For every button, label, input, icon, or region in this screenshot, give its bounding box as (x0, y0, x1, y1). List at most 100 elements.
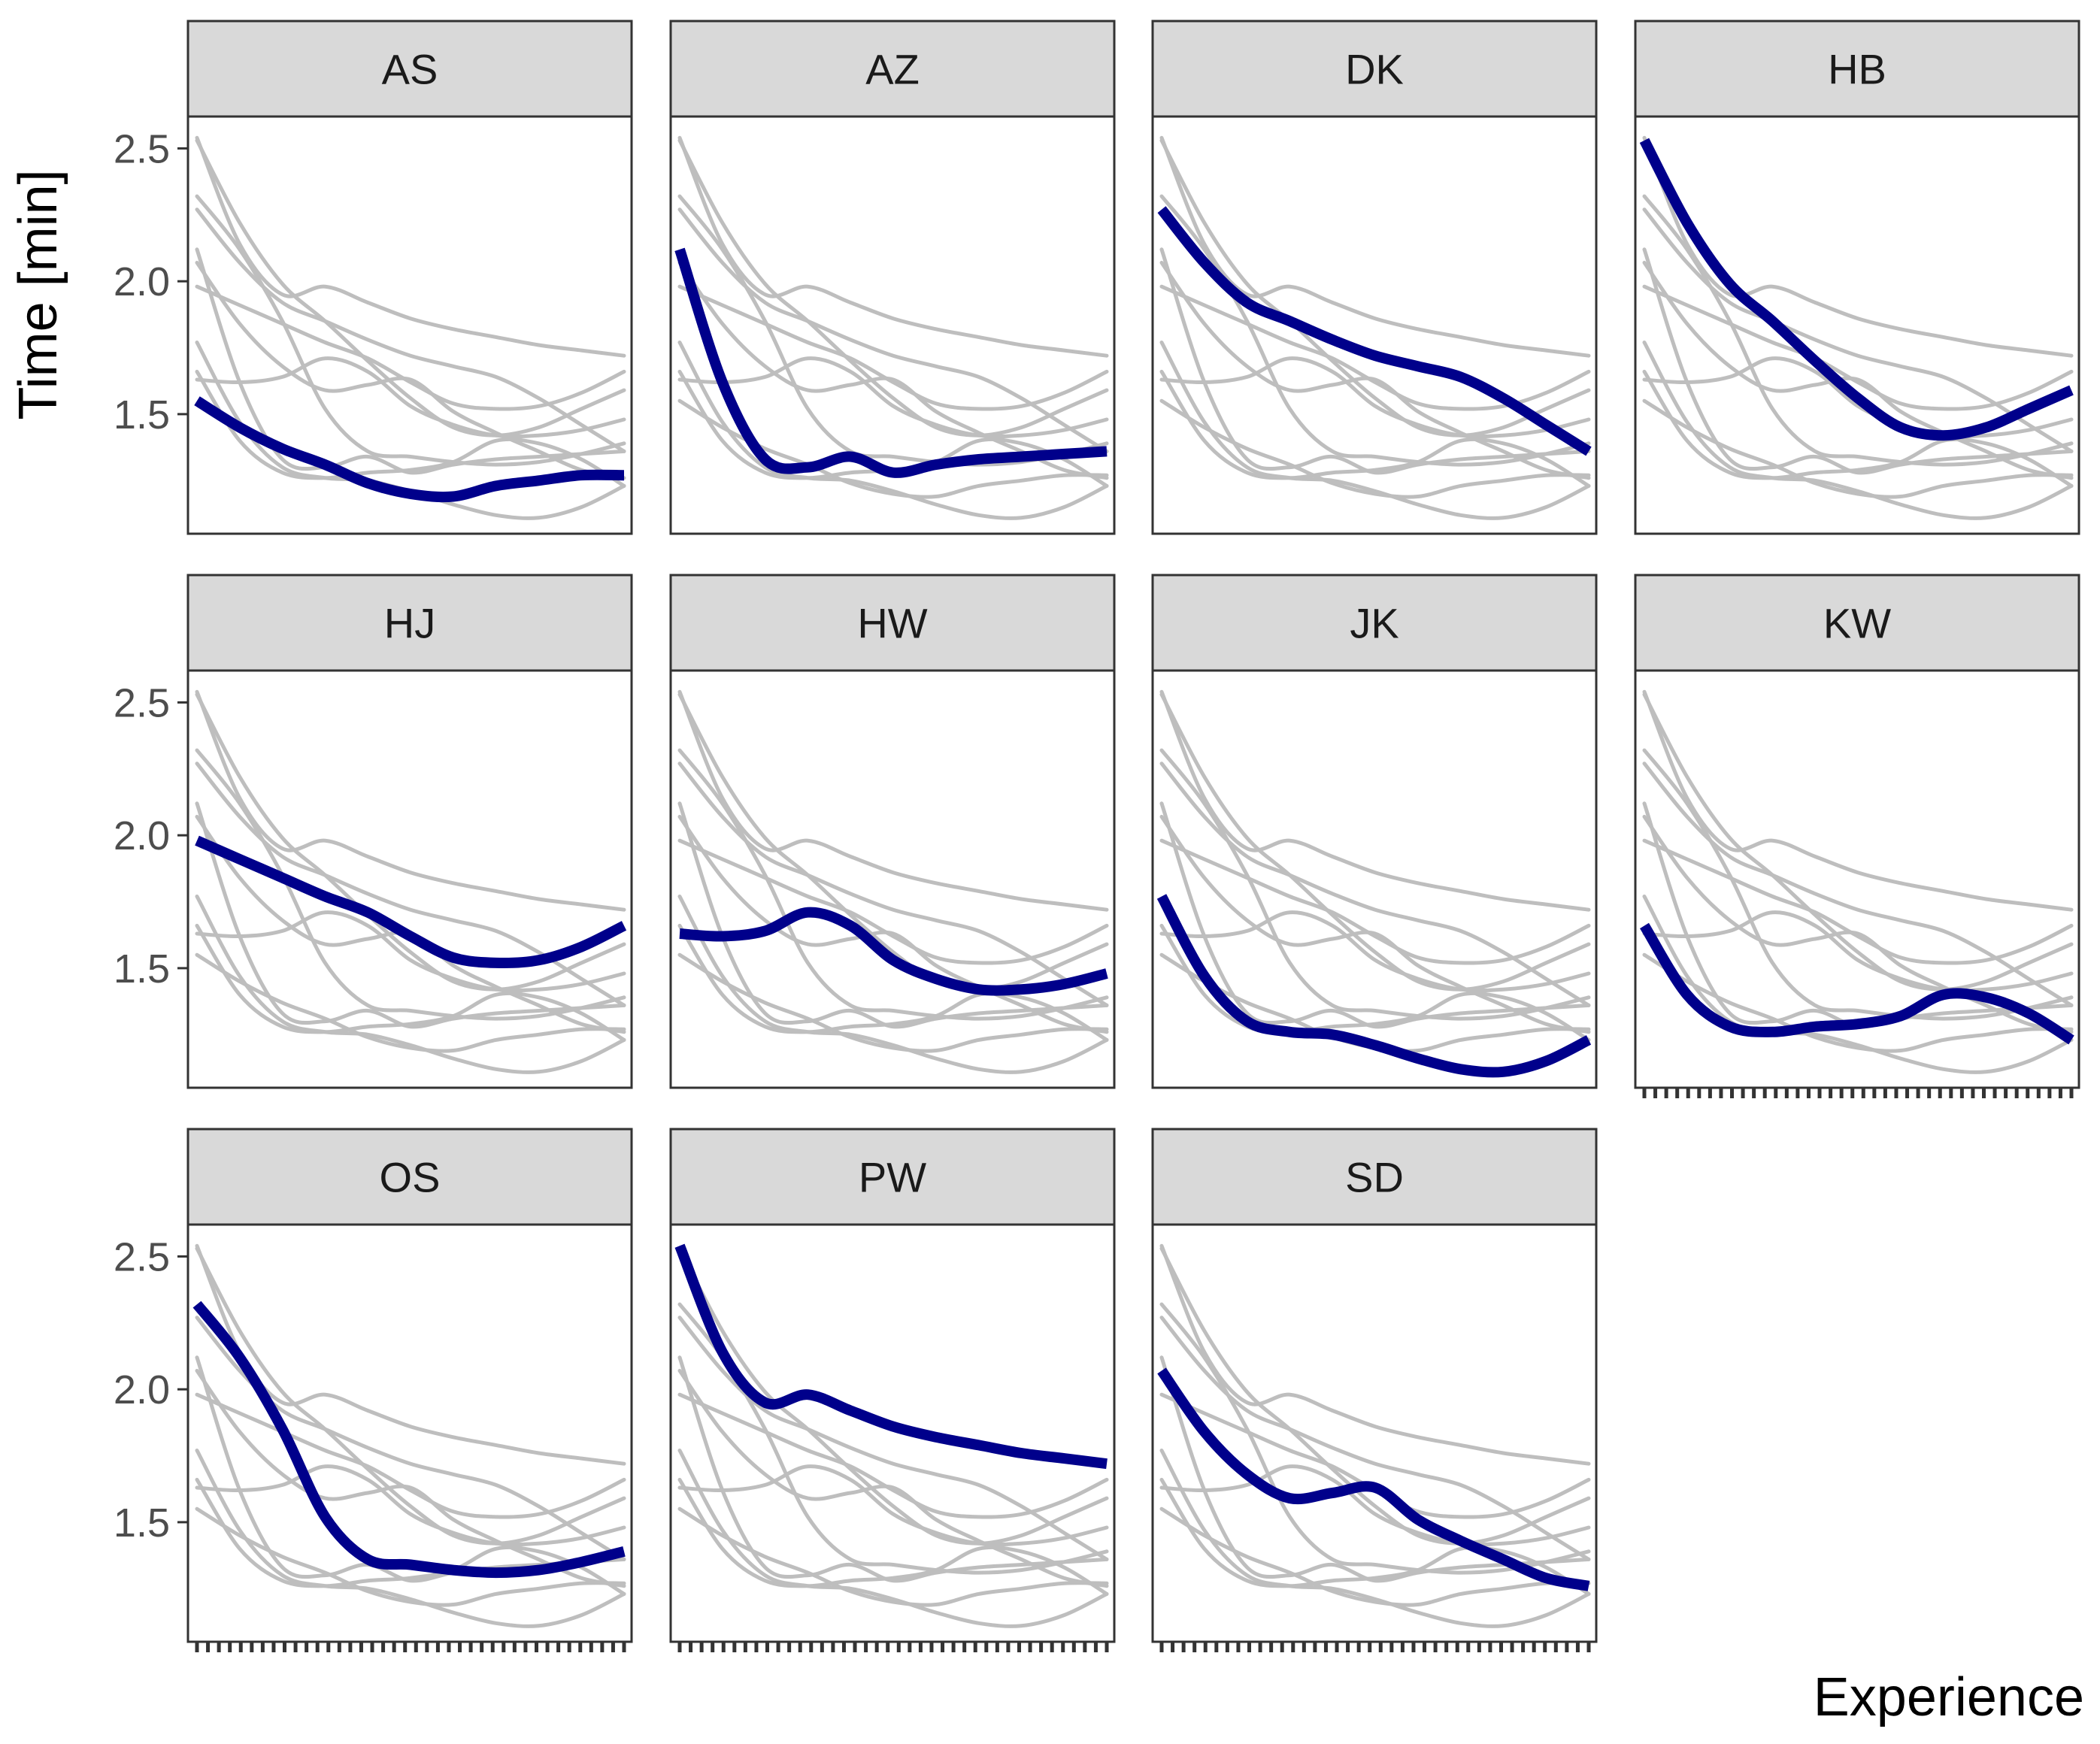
series-line-hw-background (1159, 1464, 1591, 1547)
panel-border (669, 669, 1116, 1089)
series-line-jk-background (1159, 1449, 1591, 1628)
series-line-hj-background (1159, 838, 1591, 965)
series-line-pw-background (1159, 1243, 1591, 1466)
series-line-kw-background (195, 923, 626, 1042)
series-line-kw-background (195, 1477, 626, 1596)
facet-strip-label: PW (859, 1154, 926, 1201)
series-line-az-background (677, 1355, 1109, 1583)
panel-border (1151, 115, 1598, 535)
facet-strip (1151, 1128, 1598, 1226)
series-line-hb-background (677, 1246, 1109, 1546)
series-line-as-background (195, 1506, 626, 1607)
series-line-pw-background (1159, 135, 1591, 358)
series-line-hj-background (1642, 838, 2074, 965)
series-line-as-highlight (194, 396, 625, 503)
plot-area (671, 117, 1114, 534)
facet-strip-label: HB (1828, 46, 1886, 93)
x-axis-title: Experience (1814, 1667, 2084, 1727)
series-line-hb-background (677, 138, 1109, 438)
series-line-as-background (195, 952, 626, 1053)
facet-panel-os: OS 1.5 2.0 2.5 (114, 1128, 633, 1652)
series-line-az-background (1642, 247, 2074, 475)
series-line-sd-background (195, 260, 626, 480)
series-line-az-background (677, 801, 1109, 1029)
y-tick-label: 1.5 (114, 392, 170, 438)
series-line-jk-background (195, 895, 626, 1074)
series-line-hw-highlight (679, 907, 1108, 996)
series-line-sd-background (1159, 260, 1591, 480)
facet-strip-label: KW (1823, 600, 1891, 647)
series-line-hj-background (677, 838, 1109, 965)
panel-border (1151, 669, 1598, 1089)
series-line-hj-highlight (195, 835, 627, 969)
panel-border (186, 115, 633, 535)
series-line-az-background (195, 247, 626, 475)
series-line-jk-background (195, 1449, 626, 1628)
facet-strip-label: SD (1345, 1154, 1404, 1201)
facet-strip-label: OS (380, 1154, 441, 1201)
series-line-hw-background (1642, 356, 2074, 439)
series-line-hw-background (677, 356, 1109, 439)
facet-panel-jk: JK (1151, 574, 1598, 1089)
series-line-os-background (195, 194, 626, 467)
panel-border (1634, 115, 2080, 535)
series-line-az-background (1642, 801, 2074, 1029)
series-line-os-highlight (192, 1300, 626, 1579)
panel-border (669, 1223, 1116, 1643)
facet-panel-pw: PW (669, 1128, 1116, 1652)
series-line-kw-background (677, 1477, 1109, 1596)
panel-border (186, 669, 633, 1089)
series-line-hb-background (1159, 1246, 1591, 1546)
facet-strip (669, 574, 1116, 672)
series-line-hb-background (195, 138, 626, 438)
series-line-hw-background (195, 1464, 626, 1547)
series-line-sd-background (1642, 260, 2074, 480)
series-line-pw-background (677, 135, 1109, 358)
series-line-as-background (677, 1506, 1109, 1607)
series-line-pw-background (1642, 689, 2074, 912)
series-line-kw-highlight (1640, 922, 2074, 1045)
series-line-as-background (1159, 1506, 1591, 1607)
series-line-sd-highlight (1157, 1367, 1590, 1591)
series-line-kw-background (677, 923, 1109, 1042)
facet-strip-label: DK (1345, 46, 1404, 93)
facet-panel-sd: SD (1151, 1128, 1598, 1652)
plot-area (188, 117, 632, 534)
series-line-hw-background (677, 1464, 1109, 1547)
facet-strip-label: AZ (865, 46, 920, 93)
facet-panel-az: AZ (669, 20, 1116, 535)
plot-area (671, 1225, 1114, 1642)
series-line-sd-background (677, 814, 1109, 1034)
series-line-jk-background (677, 895, 1109, 1074)
series-line-pw-background (1642, 135, 2074, 358)
series-line-az-background (1159, 801, 1591, 1029)
series-line-kw-background (1642, 369, 2074, 488)
y-axis-title: Time [min] (8, 169, 68, 419)
facet-panel-as: AS 1.5 2.0 2.5 (114, 20, 633, 535)
series-line-hb-background (1642, 692, 2074, 992)
panel-border (1634, 669, 2080, 1089)
series-line-as-background (677, 952, 1109, 1053)
series-line-pw-background (195, 135, 626, 358)
series-line-os-background (1159, 748, 1591, 1021)
series-line-as-background (1642, 398, 2074, 499)
facet-strip-label: HW (857, 600, 927, 647)
facet-panels: AS 1.5 2.0 2.5 AZ DK HB HJ 1.5 2.0 2.5 HW JK KW OS 1.5 2… (114, 20, 2080, 1652)
facet-strip (1634, 20, 2080, 118)
facet-strip (669, 20, 1116, 118)
plot-area (188, 671, 632, 1088)
y-tick-label: 2.5 (114, 680, 170, 725)
facet-panel-hw: HW (669, 574, 1116, 1089)
series-line-az-background (195, 801, 626, 1029)
facet-strip-label: JK (1350, 600, 1398, 647)
series-line-hj-background (1642, 284, 2074, 411)
panel-border (186, 1223, 633, 1643)
facet-panel-dk: DK (1151, 20, 1598, 535)
plot-area (1153, 117, 1596, 534)
series-line-pw-background (677, 689, 1109, 912)
y-tick-label: 1.5 (114, 946, 170, 992)
series-line-kw-background (1159, 369, 1591, 488)
series-line-kw-background (1159, 1477, 1591, 1596)
series-line-jk-background (1642, 895, 2074, 1074)
